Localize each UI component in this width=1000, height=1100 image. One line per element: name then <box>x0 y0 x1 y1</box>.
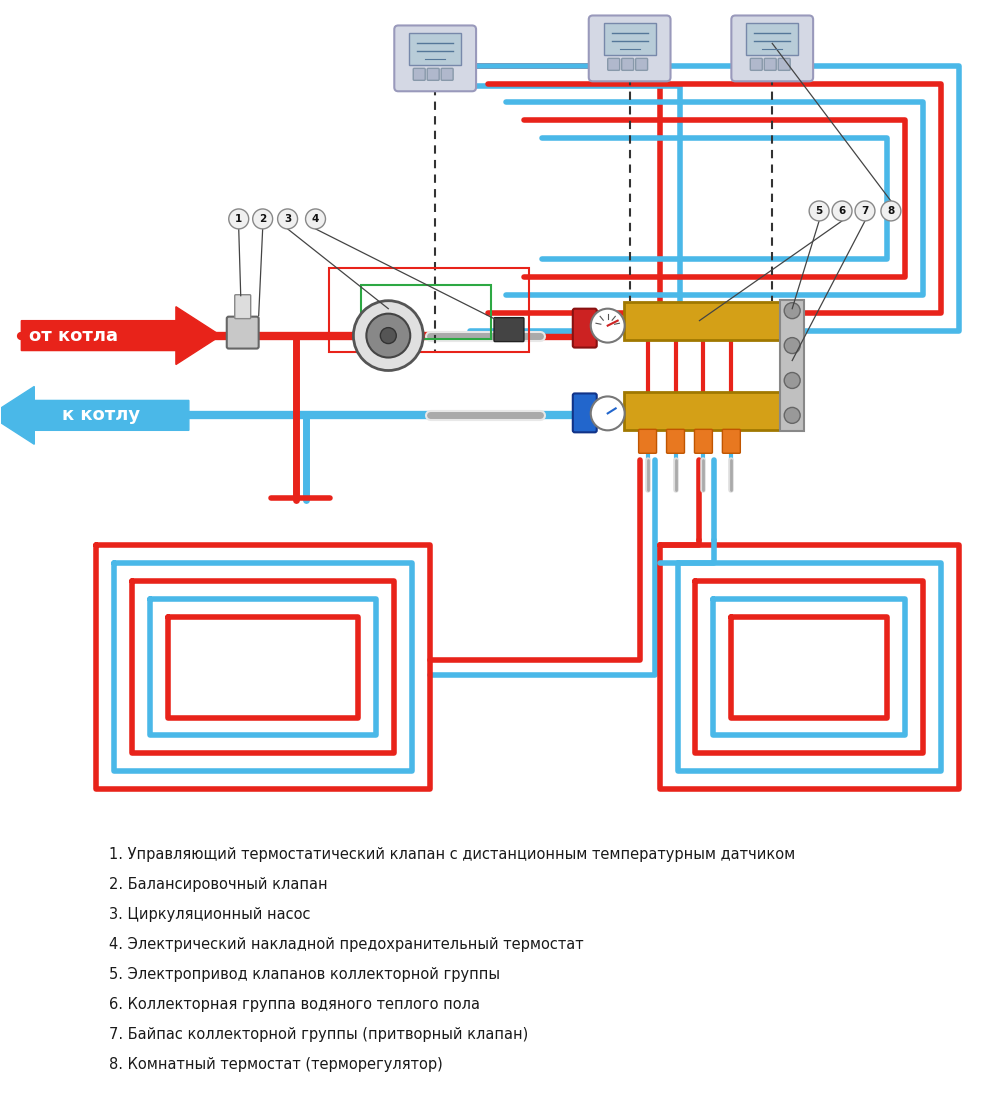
Text: 8: 8 <box>887 206 895 216</box>
Circle shape <box>809 201 829 221</box>
FancyBboxPatch shape <box>589 15 671 81</box>
FancyBboxPatch shape <box>722 429 740 453</box>
Circle shape <box>881 201 901 221</box>
FancyBboxPatch shape <box>235 295 251 319</box>
Circle shape <box>591 396 625 430</box>
Text: 7: 7 <box>861 206 869 216</box>
FancyBboxPatch shape <box>750 58 762 70</box>
FancyBboxPatch shape <box>731 15 813 81</box>
FancyBboxPatch shape <box>667 429 684 453</box>
FancyBboxPatch shape <box>624 301 780 340</box>
Circle shape <box>855 201 875 221</box>
FancyBboxPatch shape <box>573 309 597 348</box>
Text: 4: 4 <box>312 213 319 224</box>
Text: 3. Циркуляционный насос: 3. Циркуляционный насос <box>109 908 311 922</box>
Text: 1. Управляющий термостатический клапан с дистанционным температурным датчиком: 1. Управляющий термостатический клапан с… <box>109 847 795 862</box>
Circle shape <box>832 201 852 221</box>
Text: 5. Электропривод клапанов коллекторной группы: 5. Электропривод клапанов коллекторной г… <box>109 967 500 982</box>
Text: к котлу: к котлу <box>62 406 140 425</box>
FancyBboxPatch shape <box>746 23 798 55</box>
FancyBboxPatch shape <box>494 318 524 342</box>
FancyBboxPatch shape <box>780 299 804 431</box>
FancyBboxPatch shape <box>778 58 790 70</box>
FancyArrow shape <box>21 307 221 364</box>
Text: 5: 5 <box>815 206 823 216</box>
Text: 7. Байпас коллекторной группы (притворный клапан): 7. Байпас коллекторной группы (притворны… <box>109 1026 528 1042</box>
Circle shape <box>380 328 396 343</box>
FancyBboxPatch shape <box>604 23 656 55</box>
FancyBboxPatch shape <box>764 58 776 70</box>
FancyBboxPatch shape <box>639 429 657 453</box>
Circle shape <box>784 338 800 353</box>
FancyBboxPatch shape <box>608 58 620 70</box>
Circle shape <box>366 314 410 358</box>
Text: 8. Комнатный термостат (терморегулятор): 8. Комнатный термостат (терморегулятор) <box>109 1057 443 1071</box>
FancyBboxPatch shape <box>624 393 780 430</box>
Text: 1: 1 <box>235 213 242 224</box>
Circle shape <box>229 209 249 229</box>
Text: от котла: от котла <box>29 327 118 344</box>
FancyBboxPatch shape <box>413 68 425 80</box>
Circle shape <box>306 209 325 229</box>
Text: 2: 2 <box>259 213 266 224</box>
FancyBboxPatch shape <box>227 317 259 349</box>
FancyBboxPatch shape <box>694 429 712 453</box>
Text: 6. Коллекторная группа водяного теплого пола: 6. Коллекторная группа водяного теплого … <box>109 997 480 1012</box>
FancyBboxPatch shape <box>394 25 476 91</box>
FancyBboxPatch shape <box>622 58 634 70</box>
FancyArrow shape <box>0 386 189 444</box>
Circle shape <box>353 300 423 371</box>
Circle shape <box>784 302 800 319</box>
Text: 2. Балансировочный клапан: 2. Балансировочный клапан <box>109 877 328 892</box>
Circle shape <box>278 209 298 229</box>
Text: 6: 6 <box>838 206 846 216</box>
FancyBboxPatch shape <box>573 394 597 432</box>
FancyBboxPatch shape <box>409 33 461 65</box>
Circle shape <box>253 209 273 229</box>
FancyBboxPatch shape <box>636 58 648 70</box>
Text: 3: 3 <box>284 213 291 224</box>
FancyBboxPatch shape <box>427 68 439 80</box>
Text: 4. Электрический накладной предохранительный термостат: 4. Электрический накладной предохранител… <box>109 937 584 952</box>
Circle shape <box>784 373 800 388</box>
Circle shape <box>784 407 800 424</box>
Circle shape <box>591 309 625 342</box>
FancyBboxPatch shape <box>441 68 453 80</box>
